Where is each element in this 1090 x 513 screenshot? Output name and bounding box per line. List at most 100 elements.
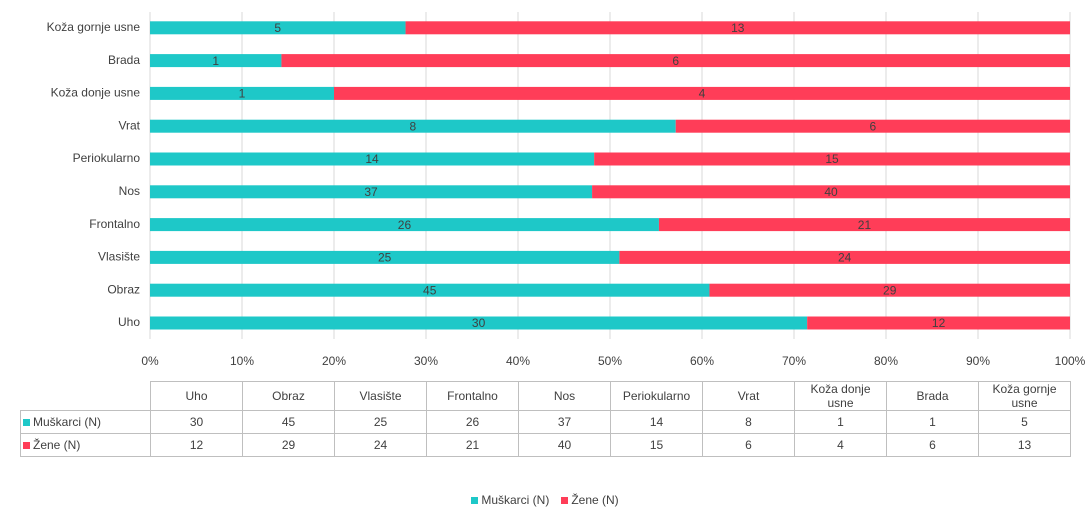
x-tick-label: 80% xyxy=(874,354,898,368)
data-label: 24 xyxy=(838,251,852,265)
legend-label: Muškarci (N) xyxy=(481,493,550,507)
table-cell: 14 xyxy=(610,410,703,434)
data-label: 25 xyxy=(378,251,392,265)
y-tick-label: Nos xyxy=(119,184,140,198)
x-tick-label: 50% xyxy=(598,354,622,368)
column-header: Nos xyxy=(518,381,611,411)
table-cell: 37 xyxy=(518,410,611,434)
bar-segment xyxy=(150,218,659,232)
table-row: Muškarci (N) 30 45 25 26 37 14 8 1 1 5 xyxy=(20,410,1071,434)
data-label: 26 xyxy=(398,218,412,232)
y-tick-label: Periokularno xyxy=(73,151,141,165)
table-cell: 30 xyxy=(150,410,243,434)
data-label: 15 xyxy=(825,152,839,166)
data-label: 21 xyxy=(858,218,872,232)
y-tick-label: Frontalno xyxy=(89,217,140,231)
bar-segment xyxy=(150,250,620,264)
legend-item: Žene (N) xyxy=(561,493,619,507)
table-cell: 15 xyxy=(610,433,703,457)
data-label: 5 xyxy=(274,21,281,35)
row-label: Žene (N) xyxy=(20,433,151,457)
y-tick-label: Vrat xyxy=(118,118,140,132)
table-cell: 4 xyxy=(794,433,887,457)
bar-segment xyxy=(150,86,334,100)
row-name: Muškarci (N) xyxy=(33,415,101,429)
column-header: Vrat xyxy=(702,381,795,411)
data-label: 4 xyxy=(699,87,706,101)
row-name: Žene (N) xyxy=(33,438,81,452)
corner xyxy=(20,381,151,411)
bar-segment xyxy=(594,152,1070,166)
table-cell: 45 xyxy=(242,410,335,434)
bar-segment xyxy=(619,250,1070,264)
legend-item: Muškarci (N) xyxy=(471,493,549,507)
table-cell: 24 xyxy=(334,433,427,457)
bar-segment xyxy=(150,316,808,330)
x-tick-label: 10% xyxy=(230,354,254,368)
bar-segment xyxy=(150,54,282,68)
data-label: 6 xyxy=(870,119,877,133)
column-header: Brada xyxy=(886,381,979,411)
table-cell: 5 xyxy=(978,410,1071,434)
plot: 0% 10% 20% 30% 40% 50% 60% 70% 80% 90% 100%Uho 30 12… xyxy=(47,12,1086,368)
data-label: 40 xyxy=(824,185,838,199)
y-tick-label: Vlasište xyxy=(98,250,140,264)
row-label: Muškarci (N) xyxy=(20,410,151,434)
data-label: 1 xyxy=(212,54,219,68)
data-label: 30 xyxy=(472,316,486,330)
column-header: Koža gornje usne xyxy=(978,381,1071,411)
bar-segment xyxy=(675,119,1070,133)
table-cell: 25 xyxy=(334,410,427,434)
legend-key xyxy=(23,442,30,449)
y-tick-label: Koža donje usne xyxy=(51,86,141,100)
column-header: Vlasište xyxy=(334,381,427,411)
table-cell: 1 xyxy=(886,410,979,434)
column-header: Koža donje usne xyxy=(794,381,887,411)
table-cell: 13 xyxy=(978,433,1071,457)
bar-segment xyxy=(658,218,1070,232)
bar-segment xyxy=(592,185,1070,199)
y-tick-label: Koža gornje usne xyxy=(47,20,141,34)
x-tick-label: 60% xyxy=(690,354,714,368)
column-header: Uho xyxy=(150,381,243,411)
bar-segment xyxy=(150,152,595,166)
legend-key xyxy=(561,497,569,504)
x-tick-label: 70% xyxy=(782,354,806,368)
legend-label: Žene (N) xyxy=(571,493,619,507)
bar-segment xyxy=(150,21,406,35)
data-label: 1 xyxy=(239,87,246,101)
column-header: Frontalno xyxy=(426,381,519,411)
data-label: 14 xyxy=(365,152,379,166)
table-cell: 1 xyxy=(794,410,887,434)
data-label: 45 xyxy=(423,283,437,297)
data-label: 12 xyxy=(932,316,946,330)
table-row: Žene (N) 12 29 24 21 40 15 6 4 6 13 xyxy=(20,433,1071,457)
data-label: 6 xyxy=(672,54,679,68)
bar-segment xyxy=(334,86,1070,100)
x-tick-label: 100% xyxy=(1055,354,1086,368)
bar-segment xyxy=(405,21,1070,35)
table-cell: 26 xyxy=(426,410,519,434)
x-tick-label: 40% xyxy=(506,354,530,368)
x-tick-label: 0% xyxy=(141,354,159,368)
data-label: 8 xyxy=(410,119,417,133)
table-cell: 6 xyxy=(886,433,979,457)
data-label: 13 xyxy=(731,21,745,35)
legend-key xyxy=(471,497,479,504)
y-tick-label: Obraz xyxy=(107,282,140,296)
bar-segment xyxy=(150,283,710,297)
table-cell: 6 xyxy=(702,433,795,457)
x-tick-label: 20% xyxy=(322,354,346,368)
column-header: Obraz xyxy=(242,381,335,411)
bar-segment xyxy=(150,185,593,199)
legend: Muškarci (N) Žene (N) xyxy=(0,493,1090,507)
bar-segment xyxy=(709,283,1070,297)
x-tick-label: 30% xyxy=(414,354,438,368)
table-cell: 21 xyxy=(426,433,519,457)
table-cell: 29 xyxy=(242,433,335,457)
y-tick-label: Brada xyxy=(108,53,140,67)
bar-segment xyxy=(807,316,1070,330)
data-label: 37 xyxy=(364,185,378,199)
table-cell: 8 xyxy=(702,410,795,434)
